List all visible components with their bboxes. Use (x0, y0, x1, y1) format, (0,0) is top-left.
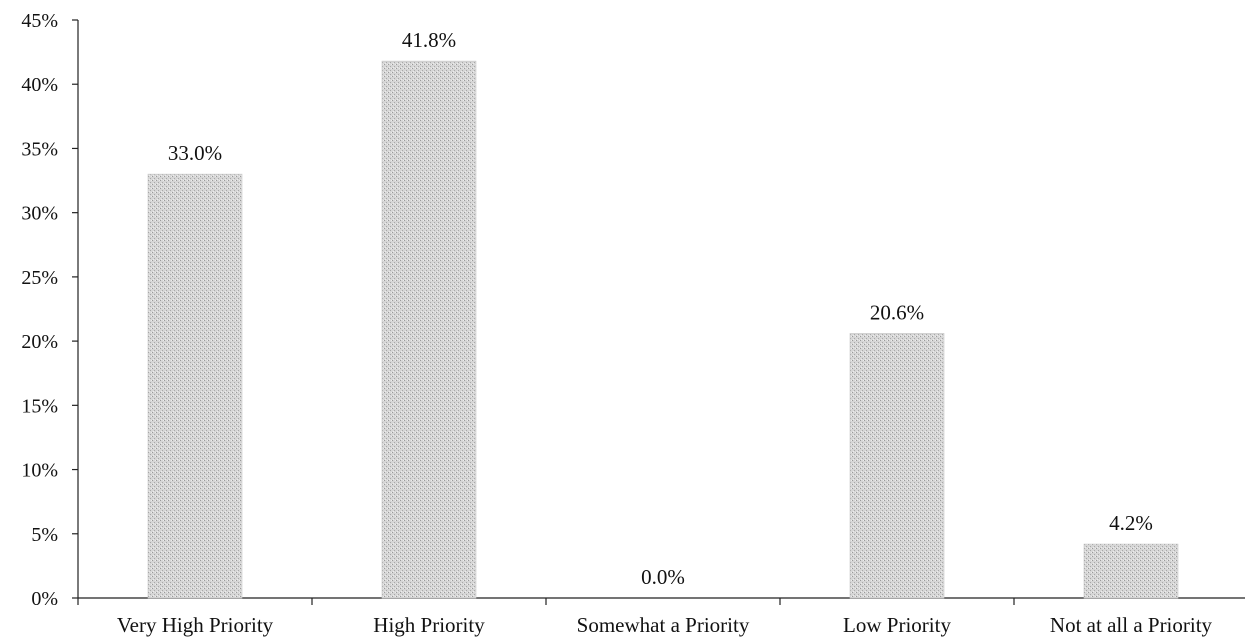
y-tick-label: 25% (21, 267, 58, 289)
y-tick-label: 40% (21, 74, 58, 96)
x-category-label: Very High Priority (117, 613, 274, 637)
x-category-label: Not at all a Priority (1050, 613, 1213, 637)
bar-not-at-all-a-priority (1083, 543, 1179, 599)
x-category-label: Somewhat a Priority (577, 613, 750, 637)
x-axis: Very High Priority High Priority Somewhat … (77, 597, 1245, 637)
bar-high-priority (381, 60, 477, 599)
x-category-label: Low Priority (843, 613, 951, 637)
y-tick-label: 30% (21, 203, 58, 225)
data-label: 33.0% (168, 141, 222, 165)
y-tick-label: 5% (31, 524, 58, 546)
data-label: 0.0% (641, 565, 685, 589)
data-label: 20.6% (870, 300, 924, 324)
y-tick-label: 0% (31, 588, 58, 610)
y-tick-label: 45% (21, 10, 58, 32)
y-tick-label: 15% (21, 395, 58, 417)
y-tick-label: 10% (21, 460, 58, 482)
bars (147, 60, 1179, 599)
bar-very-high-priority (147, 173, 243, 599)
y-tick-label: 20% (21, 331, 58, 353)
x-category-label: High Priority (373, 613, 485, 637)
y-tick-label: 35% (21, 138, 58, 160)
data-labels: 33.0% 41.8% 0.0% 20.6% 4.2% (168, 28, 1153, 589)
data-label: 4.2% (1109, 511, 1153, 535)
y-axis: 0% 5% 10% 15% 20% 25% 30% 35% 40% 45% (21, 10, 79, 610)
bar-low-priority (849, 333, 945, 599)
data-label: 41.8% (402, 28, 456, 52)
